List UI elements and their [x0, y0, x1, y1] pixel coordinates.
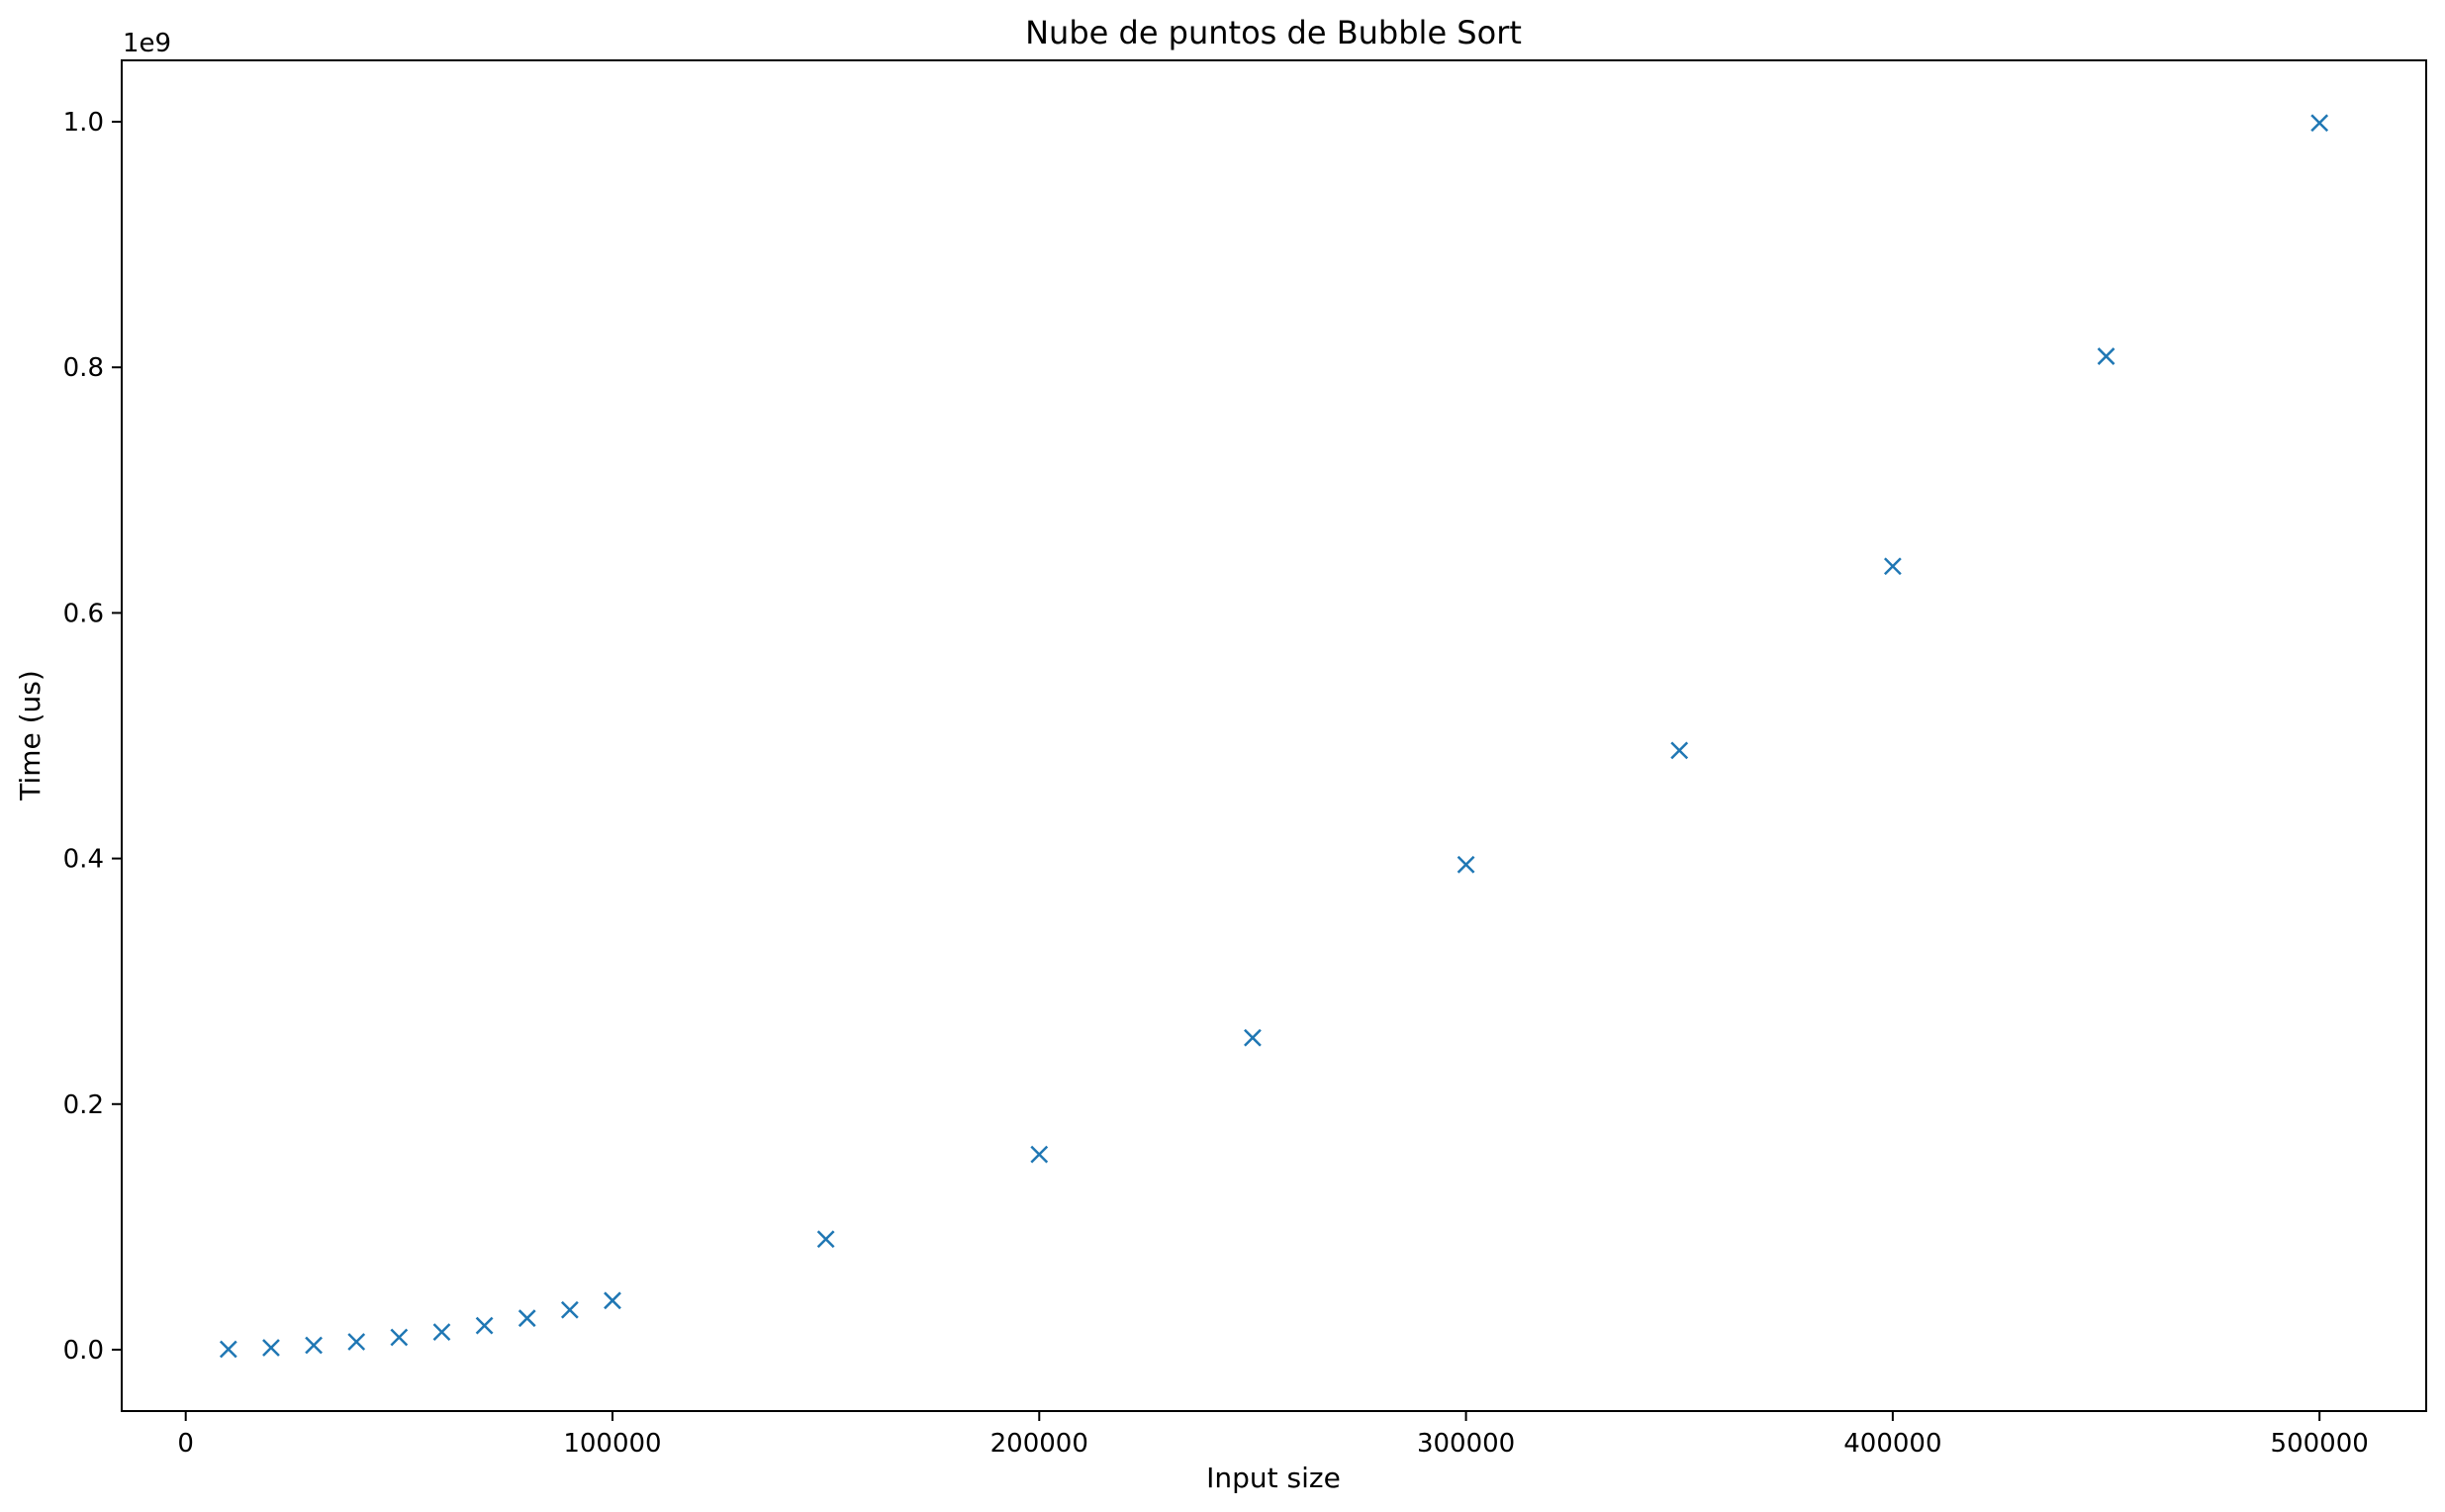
- x-tick-label: 300000: [1417, 1429, 1515, 1459]
- data-point: [560, 1300, 579, 1319]
- y-tick-label: 0.0: [63, 1336, 104, 1366]
- y-tick-label: 0.6: [63, 599, 104, 628]
- data-point: [1457, 855, 1475, 874]
- y-tick-label: 0.2: [63, 1090, 104, 1120]
- data-point: [432, 1323, 451, 1341]
- data-point: [1244, 1028, 1262, 1047]
- y-tick-label: 1.0: [63, 108, 104, 138]
- x-axis-ticks: 0 100000 200000 300000 400000 500000: [177, 1411, 2369, 1459]
- data-point: [1030, 1145, 1049, 1164]
- plot-frame: [121, 59, 2427, 1412]
- data-point: [604, 1291, 621, 1310]
- data-point: [219, 1340, 237, 1359]
- x-tick-label: 200000: [990, 1429, 1088, 1459]
- y-offset-label: 1e9: [123, 29, 171, 58]
- x-tick-label: 400000: [1843, 1429, 1941, 1459]
- data-point: [517, 1309, 536, 1328]
- data-point: [262, 1339, 280, 1357]
- chart-title: Nube de puntos de Bubble Sort: [1025, 14, 1522, 51]
- data-point: [305, 1336, 323, 1355]
- data-point: [1670, 741, 1689, 760]
- x-tick-label: 0: [177, 1429, 194, 1459]
- y-tick-label: 0.8: [63, 353, 104, 383]
- data-point: [1883, 557, 1902, 576]
- y-axis-label: Time (us): [14, 670, 47, 802]
- data-point: [475, 1316, 494, 1335]
- data-points: [219, 114, 2329, 1359]
- data-point: [2310, 114, 2329, 133]
- y-tick-label: 0.4: [63, 845, 104, 875]
- x-axis-label: Input size: [1206, 1462, 1341, 1494]
- data-point: [390, 1328, 409, 1347]
- x-tick-label: 100000: [563, 1429, 661, 1459]
- y-axis-ticks: 0.0 0.2 0.4 0.6 0.8 1.0: [63, 108, 122, 1366]
- data-point: [347, 1333, 366, 1351]
- data-point: [2097, 347, 2116, 365]
- x-tick-label: 500000: [2271, 1429, 2369, 1459]
- data-point: [816, 1230, 835, 1249]
